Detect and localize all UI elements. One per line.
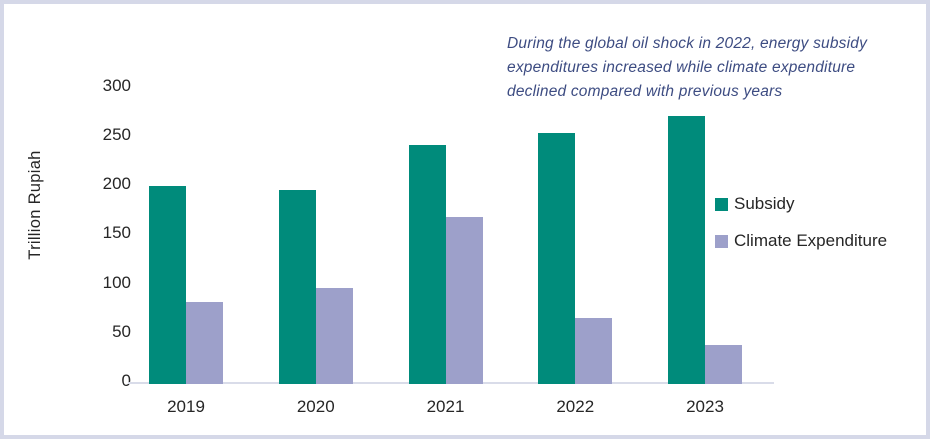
bar-subsidy-2019 (149, 186, 186, 384)
x-label-2023: 2023 (686, 397, 724, 416)
x-label-2022: 2022 (556, 397, 595, 416)
y-axis-title: Trillion Rupiah (26, 150, 44, 260)
y-tick-250: 250 (102, 124, 131, 144)
y-tick-300: 300 (102, 75, 131, 95)
x-label-2020: 2020 (296, 397, 335, 416)
legend-label-subsidy: Subsidy (734, 194, 795, 213)
bar-subsidy-2022 (538, 132, 576, 384)
x-label-2021: 2021 (426, 397, 465, 416)
bar-subsidy-2020 (278, 189, 316, 384)
y-tick-50: 50 (112, 321, 131, 341)
bar-climate-expenditure-2022 (575, 318, 613, 384)
legend-item-subsidy: Subsidy (715, 194, 887, 213)
bar-climate-expenditure-2023 (705, 344, 742, 384)
legend: Subsidy Climate Expenditure (715, 194, 888, 269)
y-tick-150: 150 (102, 223, 131, 243)
legend-label-climate-expenditure: Climate Expenditure (734, 231, 888, 250)
subsidy-swatch-icon (715, 197, 728, 211)
bar-subsidy-2021 (408, 144, 446, 384)
annotation-text: During the global oil shock in 2022, ene… (507, 32, 917, 104)
annotation-line: expenditures increased while climate exp… (507, 59, 856, 76)
legend-item-climate-expenditure: Climate Expenditure (715, 231, 888, 250)
x-label-2019: 2019 (167, 397, 205, 416)
climate-expenditure-swatch-icon (715, 234, 728, 248)
y-tick-100: 100 (102, 272, 131, 292)
y-tick-0: 0 (121, 371, 131, 390)
annotation-line: declined compared with previous years (507, 83, 783, 100)
annotation-line: During the global oil shock in 2022, ene… (507, 35, 868, 52)
bar-climate-expenditure-2020 (315, 288, 353, 384)
bar-subsidy-2023 (668, 116, 705, 384)
bar-climate-expenditure-2019 (186, 302, 223, 384)
y-tick-200: 200 (102, 174, 131, 193)
bar-climate-expenditure-2021 (445, 216, 483, 384)
